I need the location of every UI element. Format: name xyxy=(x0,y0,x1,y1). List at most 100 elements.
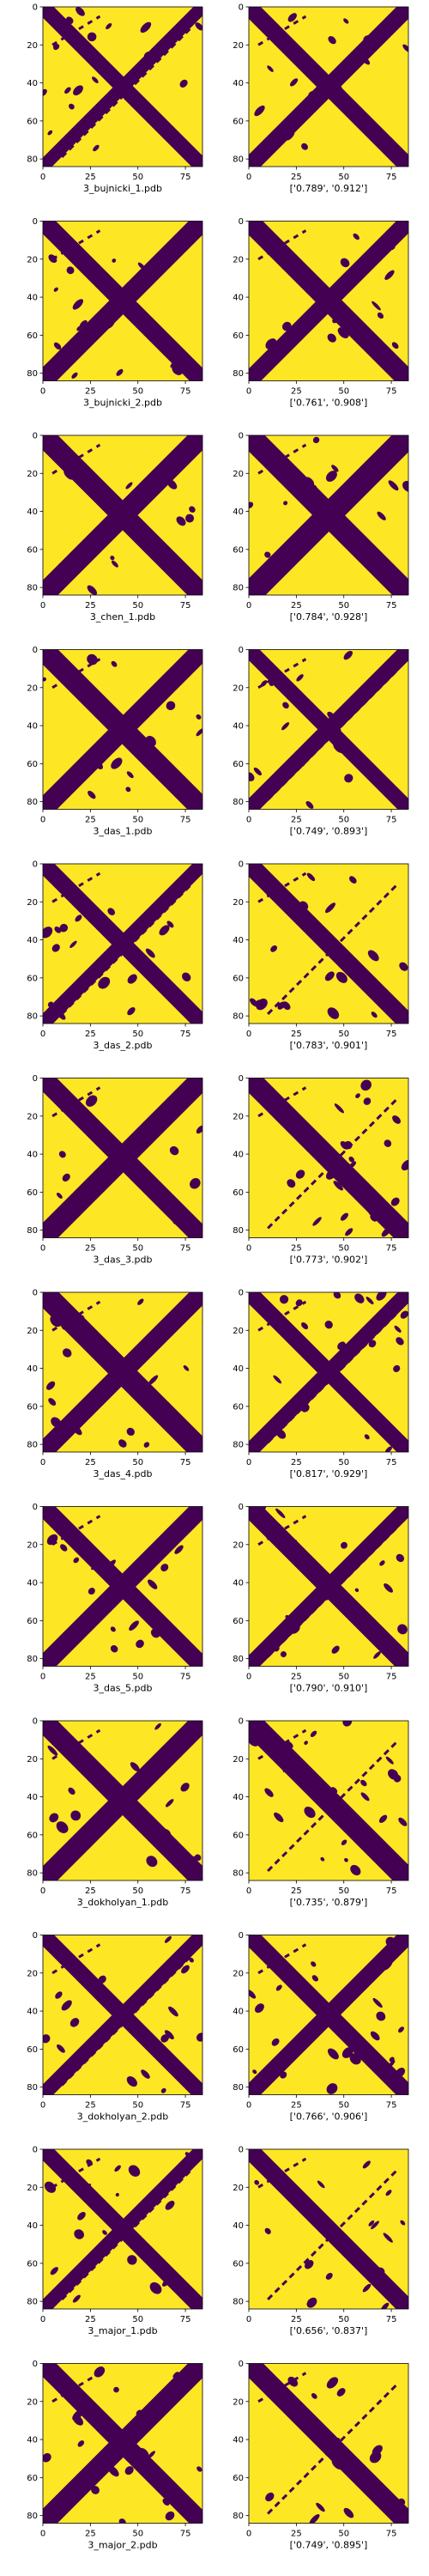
y-tick-label: 60 xyxy=(233,1617,244,1626)
y-tick-label: 20 xyxy=(233,41,244,51)
y-tick-label: 60 xyxy=(27,117,38,126)
y-tick-label: 80 xyxy=(233,155,244,165)
heatmap-panel-8: 0204060800 25 50 75['0.749', '0.893'] xyxy=(233,646,408,837)
y-tick-label: 80 xyxy=(233,584,244,593)
y-tick-label: 0 xyxy=(239,1717,244,1727)
y-tick-label: 40 xyxy=(233,722,244,732)
y-tick-label: 40 xyxy=(233,1364,244,1374)
x-tick-label: 75 xyxy=(386,601,397,611)
y-tick-label: 20 xyxy=(233,1540,244,1550)
x-tick-label: 50 xyxy=(338,1244,349,1254)
x-tick-label: 25 xyxy=(85,601,96,611)
x-tick-label: 50 xyxy=(132,1458,143,1467)
y-tick-label: 40 xyxy=(27,1364,38,1374)
x-tick-label: 0 xyxy=(246,2101,251,2111)
heatmap-panel-15: 0204060800 25 50 753_das_5.pdb xyxy=(27,1503,202,1694)
y-tick-label: 60 xyxy=(233,117,244,126)
x-tick-label: 0 xyxy=(246,1030,251,1039)
y-tick-label: 40 xyxy=(27,1151,38,1160)
x-tick-label: 50 xyxy=(132,2315,143,2324)
x-tick-label: 75 xyxy=(386,2101,397,2111)
y-tick-label: 80 xyxy=(27,584,38,593)
heatmap-panel-10: 0204060800 25 50 75['0.783', '0.901'] xyxy=(233,860,409,1052)
panel-label-0-749-0-895: ['0.749', '0.895'] xyxy=(290,2540,368,2551)
x-tick-label: 50 xyxy=(338,1886,349,1896)
panel-label-0-656-0-837: ['0.656', '0.837'] xyxy=(290,2325,368,2336)
panel-label-3-das-1-pdb: 3_das_1.pdb xyxy=(94,826,153,837)
x-tick-label: 0 xyxy=(246,1673,251,1682)
y-tick-label: 0 xyxy=(239,432,244,441)
x-tick-label: 0 xyxy=(40,2101,45,2111)
x-tick-label: 25 xyxy=(85,2315,96,2324)
heatmap-panel-11: 0204060800 25 50 753_das_3.pdb xyxy=(27,1074,206,1266)
y-tick-label: 20 xyxy=(233,2184,244,2193)
y-tick-label: 60 xyxy=(27,2259,38,2269)
y-tick-label: 20 xyxy=(27,255,38,264)
y-tick-label: 0 xyxy=(33,432,38,441)
y-tick-label: 40 xyxy=(27,2008,38,2017)
y-tick-label: 80 xyxy=(233,2298,244,2307)
x-tick-label: 25 xyxy=(291,2101,302,2111)
y-tick-label: 60 xyxy=(233,2045,244,2055)
y-tick-label: 40 xyxy=(233,79,244,88)
x-tick-label: 75 xyxy=(386,1458,397,1467)
y-tick-label: 80 xyxy=(27,2298,38,2307)
x-tick-label: 0 xyxy=(40,1673,45,1682)
y-tick-label: 0 xyxy=(239,1931,244,1941)
y-tick-label: 40 xyxy=(233,2008,244,2017)
y-tick-label: 40 xyxy=(27,507,38,517)
y-tick-label: 60 xyxy=(233,1402,244,1412)
y-tick-label: 20 xyxy=(27,1755,38,1765)
y-tick-label: 80 xyxy=(233,1226,244,1236)
y-tick-label: 60 xyxy=(233,2259,244,2269)
x-tick-label: 75 xyxy=(180,173,191,182)
y-tick-label: 0 xyxy=(239,1289,244,1298)
x-tick-label: 25 xyxy=(85,2530,96,2539)
x-tick-label: 50 xyxy=(338,2101,349,2111)
heatmap-panel-17: 0204060800 25 50 753_dokholyan_1.pdb xyxy=(27,1717,202,1909)
x-tick-label: 75 xyxy=(180,601,191,611)
x-tick-label: 0 xyxy=(40,2530,45,2539)
x-tick-label: 25 xyxy=(85,1886,96,1896)
heatmap-panel-24: 0204060800 25 50 75['0.749', '0.895'] xyxy=(233,2360,408,2551)
x-tick-label: 75 xyxy=(386,816,397,825)
heatmap-panel-23: 0204060800 25 50 753_major_2.pdb xyxy=(27,2360,202,2551)
x-tick-label: 25 xyxy=(291,1886,302,1896)
y-tick-label: 80 xyxy=(233,1869,244,1879)
y-tick-label: 80 xyxy=(27,2083,38,2093)
y-tick-label: 80 xyxy=(27,1869,38,1879)
y-tick-label: 20 xyxy=(27,1112,38,1121)
x-tick-label: 75 xyxy=(386,2315,397,2324)
y-tick-label: 60 xyxy=(233,331,244,341)
x-tick-label: 0 xyxy=(246,1458,251,1467)
heatmap-panel-12: 0204060800 25 50 75['0.773', '0.902'] xyxy=(233,1074,414,1266)
y-tick-label: 0 xyxy=(239,217,244,227)
x-tick-label: 0 xyxy=(246,1886,251,1896)
heatmap-panel-3: 0204060800 25 50 753_bujnicki_2.pdb xyxy=(27,217,202,409)
panel-label-0-735-0-879: ['0.735', '0.879'] xyxy=(290,1897,368,1908)
y-tick-label: 0 xyxy=(33,1503,38,1512)
y-tick-label: 80 xyxy=(27,1441,38,1450)
y-tick-label: 0 xyxy=(33,3,38,13)
y-tick-label: 20 xyxy=(233,1327,244,1336)
x-tick-label: 50 xyxy=(132,2101,143,2111)
y-tick-label: 40 xyxy=(27,2221,38,2231)
y-tick-label: 20 xyxy=(27,1540,38,1550)
y-tick-label: 40 xyxy=(233,1151,244,1160)
y-tick-label: 60 xyxy=(27,1402,38,1412)
x-tick-label: 0 xyxy=(246,173,251,182)
y-tick-label: 60 xyxy=(233,1188,244,1198)
x-tick-label: 50 xyxy=(338,1458,349,1467)
y-tick-label: 60 xyxy=(27,760,38,769)
x-tick-label: 75 xyxy=(386,1244,397,1254)
x-tick-label: 75 xyxy=(386,1030,397,1039)
x-tick-label: 50 xyxy=(132,1673,143,1682)
panel-label-3-das-3-pdb: 3_das_3.pdb xyxy=(94,1255,153,1266)
y-tick-label: 0 xyxy=(33,1717,38,1727)
y-tick-label: 20 xyxy=(27,470,38,479)
y-tick-label: 80 xyxy=(233,1441,244,1450)
x-tick-label: 75 xyxy=(180,2315,191,2324)
panel-label-3-das-5-pdb: 3_das_5.pdb xyxy=(94,1683,153,1694)
